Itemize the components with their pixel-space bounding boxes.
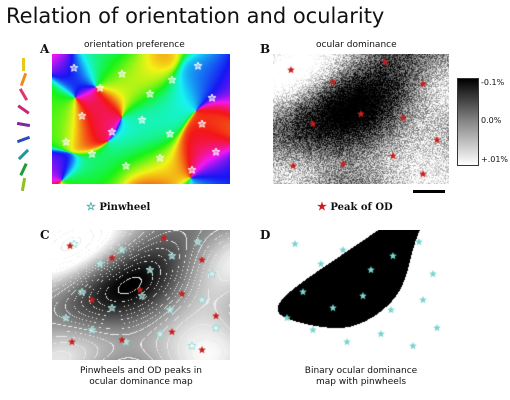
colorbar-top-label: -0.1% — [481, 78, 505, 87]
panel-a-caption: orientation preference — [84, 40, 185, 50]
panel-b-label: B — [260, 42, 271, 56]
colorbar-bottom-label: +.01% — [481, 155, 509, 164]
panel-a-label: A — [40, 42, 50, 56]
panel-d-caption-line1: Binary ocular dominance — [304, 366, 418, 376]
panel-c-caption-line2: ocular dominance map — [89, 377, 193, 387]
colorbar — [457, 78, 479, 166]
orientation-key-bar — [17, 148, 30, 161]
pinwheel-icon: ☆ — [86, 200, 96, 213]
orientation-key-bar — [16, 135, 31, 144]
star-icon: ★ — [317, 200, 327, 213]
orientation-key-bar — [20, 177, 27, 192]
orientation-key-bar — [17, 104, 30, 115]
panel-d-caption: Binary ocular dominance map with pinwhee… — [273, 366, 449, 388]
od-peak-legend: ★ Peak of OD — [317, 200, 393, 213]
pinwheel-legend: ☆ Pinwheel — [86, 200, 150, 213]
panel-c-caption: Pinwheels and OD peaks in ocular dominan… — [52, 366, 230, 388]
orientation-key-bar — [16, 121, 31, 128]
panel-d-label: D — [260, 228, 271, 242]
orientation-key-bar — [22, 58, 25, 71]
orientation-key-bar — [18, 88, 29, 101]
pinwheel-legend-label: Pinwheel — [99, 202, 151, 213]
page-title: Relation of orientation and ocularity — [6, 4, 385, 28]
panel-c-caption-line1: Pinwheels and OD peaks in — [79, 366, 203, 376]
binary-od-map-image — [273, 230, 449, 360]
orientation-key-bar — [19, 162, 28, 177]
orientation-map-image — [52, 54, 230, 184]
colorbar-mid-label: 0.0% — [481, 116, 502, 125]
panel-d-caption-line2: map with pinwheels — [315, 377, 407, 387]
orientation-key-bar — [19, 72, 28, 87]
od-contour-map-image — [52, 230, 230, 360]
scale-bar — [413, 190, 445, 193]
panel-c-label: C — [40, 228, 50, 242]
panel-b-caption: ocular dominance — [316, 40, 397, 50]
od-peak-legend-label: Peak of OD — [330, 202, 393, 213]
ocular-dominance-map-image — [273, 54, 449, 184]
